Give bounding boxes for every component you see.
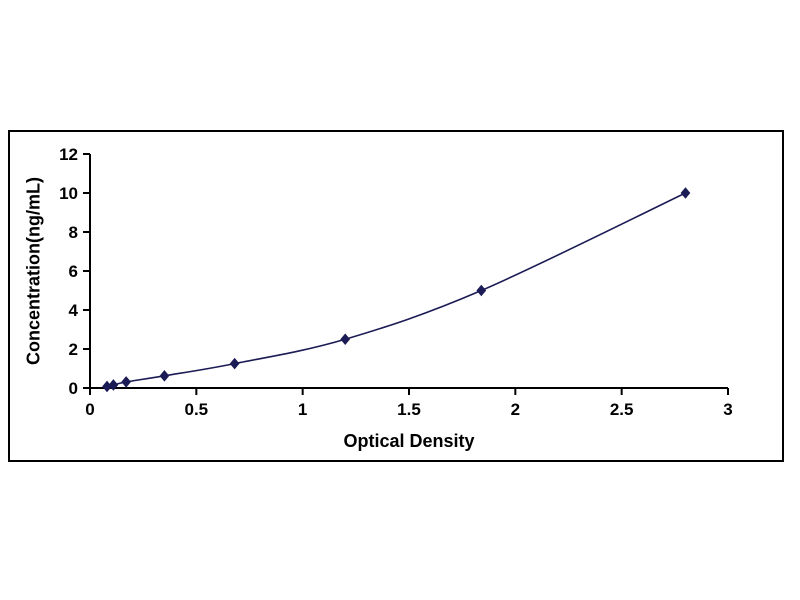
y-tick-label: 12 xyxy=(59,145,78,164)
plot-area: 0 0.5 1 1.5 2 2.5 3 0 2 4 6 8 10 12 xyxy=(59,145,733,419)
y-tick-label: 0 xyxy=(69,379,78,398)
y-tick-label: 10 xyxy=(59,184,78,203)
chart-frame: 0 0.5 1 1.5 2 2.5 3 0 2 4 6 8 10 12 Concentration(ng/… xyxy=(8,130,784,462)
x-tick-label: 1 xyxy=(298,400,307,419)
x-tick-label: 0.5 xyxy=(185,400,209,419)
x-tick-label: 2.5 xyxy=(610,400,634,419)
y-axis-title: Concentration(ng/mL) xyxy=(23,177,44,365)
data-point-marker xyxy=(121,376,132,388)
x-tick-label: 0 xyxy=(85,400,94,419)
data-point-marker xyxy=(680,187,691,199)
data-point-marker xyxy=(108,379,119,391)
x-tick-label: 3 xyxy=(723,400,732,419)
y-tick-label: 6 xyxy=(69,262,78,281)
y-tick-label: 8 xyxy=(69,223,78,242)
x-axis-title: Optical Density xyxy=(343,431,475,451)
y-tick-label: 2 xyxy=(69,340,78,359)
data-point-marker xyxy=(229,357,240,370)
data-point-marker xyxy=(340,333,351,346)
data-point-marker xyxy=(159,370,170,382)
x-tick-label: 1.5 xyxy=(397,400,421,419)
series-line xyxy=(106,192,686,388)
data-point-marker xyxy=(476,284,487,297)
y-tick-label: 4 xyxy=(69,301,79,320)
x-tick-label: 2 xyxy=(511,400,520,419)
